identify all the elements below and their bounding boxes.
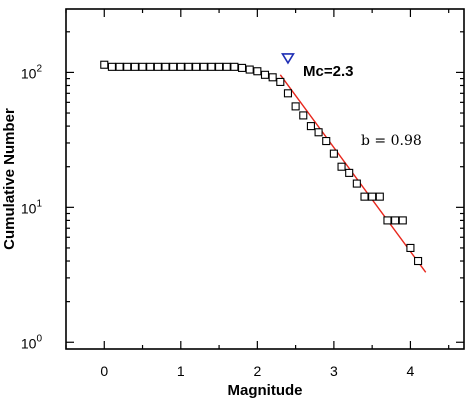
data-point-square: [176, 62, 185, 71]
y-tick-label: 101: [21, 198, 43, 216]
data-point-square: [215, 62, 224, 71]
x-tick-label: 1: [177, 363, 185, 379]
data-point-square: [192, 62, 201, 71]
mc-label: Mc=2.3: [303, 63, 353, 80]
data-point-square: [115, 62, 124, 71]
data-point-square: [169, 62, 178, 71]
b-value-label: b = 0.98: [361, 133, 422, 149]
data-point-square: [406, 243, 415, 252]
data-point-square: [345, 168, 354, 177]
y-tick-label: 102: [21, 63, 43, 81]
data-point-square: [291, 102, 300, 111]
y-tick-label: 100: [21, 333, 43, 351]
data-point-square: [207, 62, 216, 71]
data-point-square: [161, 62, 170, 71]
data-point-square: [398, 216, 407, 225]
data-point-square: [375, 192, 384, 201]
data-point-square: [184, 62, 193, 71]
data-point-square: [123, 62, 132, 71]
data-point-square: [306, 122, 315, 131]
data-point-square: [268, 73, 277, 82]
data-point-square: [153, 62, 162, 71]
data-point-square: [260, 70, 270, 79]
data-point-square: [146, 62, 155, 71]
y-axis-title: Cumulative Number: [1, 108, 18, 250]
data-point-square: [130, 62, 139, 71]
data-point-square: [253, 67, 262, 76]
y-tick-labels: 100 101 102: [21, 63, 43, 351]
x-tick-label: 3: [330, 363, 338, 379]
data-point-square: [245, 65, 254, 74]
mc-triangle-marker: [281, 53, 295, 65]
data-points: [100, 60, 423, 266]
axis-ticks: [65, 9, 464, 349]
x-tick-label: 2: [253, 363, 261, 379]
data-point-square: [337, 162, 346, 171]
data-point-square: [391, 216, 400, 225]
data-point-square: [352, 179, 361, 188]
data-point-square: [299, 111, 308, 120]
data-point-square: [237, 63, 247, 72]
x-tick-labels: 0 1 2 3 4: [100, 363, 414, 379]
data-point-square: [283, 89, 293, 98]
x-axis-title: Magnitude: [228, 382, 303, 399]
data-point-square: [107, 62, 116, 71]
data-point-square: [322, 136, 331, 146]
data-point-square: [414, 256, 423, 266]
data-point-square: [138, 62, 147, 71]
data-point-square: [383, 216, 392, 225]
plot-frame: [65, 8, 465, 350]
data-point-square: [314, 128, 323, 137]
data-point-square: [276, 77, 285, 86]
data-point-square: [100, 60, 109, 69]
data-point-square: [222, 62, 231, 71]
data-point-square: [230, 62, 239, 71]
data-point-square: [329, 149, 338, 158]
x-tick-label: 4: [407, 363, 415, 379]
data-point-square: [368, 192, 377, 201]
data-point-square: [360, 192, 369, 201]
data-point-square: [199, 62, 208, 71]
x-tick-label: 0: [100, 363, 108, 379]
